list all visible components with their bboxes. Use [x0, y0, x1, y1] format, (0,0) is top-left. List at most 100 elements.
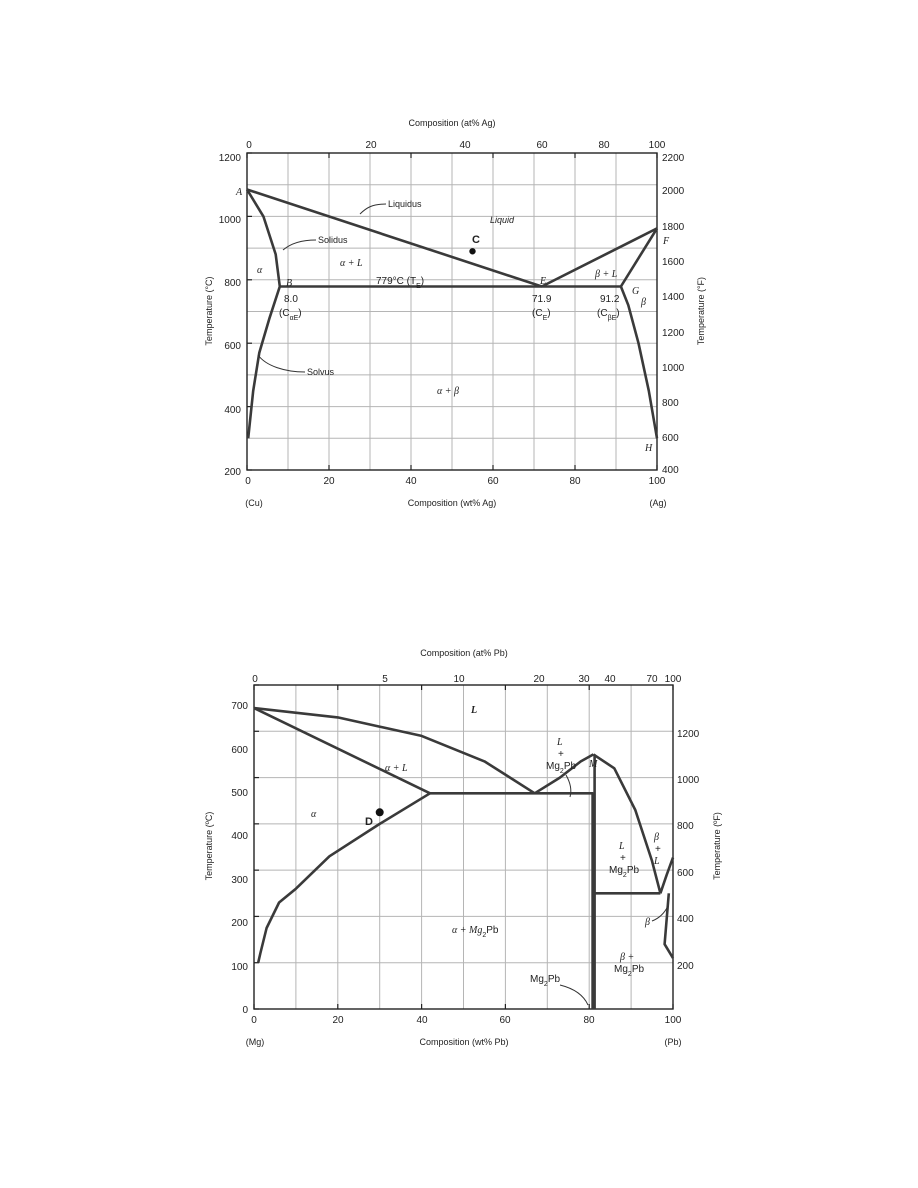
chart1-solvus-label: Solvus: [307, 367, 335, 377]
chart1-left-axis-label: Temperature (°C): [204, 276, 214, 345]
chart1-top-tick-label: 20: [365, 140, 377, 151]
chart2-top-tick-label: 40: [604, 674, 616, 685]
chart1-point-label: B: [286, 278, 292, 289]
chart2-region-label: +: [655, 844, 661, 855]
chart1-left-tick-label: 400: [224, 405, 241, 416]
phase-boundary-line: [541, 227, 658, 288]
chart2-bottom-tick-label: 60: [499, 1015, 511, 1026]
chart1-bottom-tick-label: 0: [245, 476, 251, 487]
chart1-right-tick-label: 2000: [662, 186, 685, 197]
chart1-bottom-tick-label: 60: [487, 476, 499, 487]
chart2-axis-ticks: [253, 684, 674, 1010]
chart2-right-tick-label: 1200: [677, 729, 700, 740]
chart1-region-label: α: [257, 265, 263, 276]
chart2-region-label: +: [558, 749, 564, 760]
chart1-axis-ticks: [246, 152, 658, 471]
chart2-region-label: +: [620, 853, 626, 864]
chart1-solidus-label: Solidus: [318, 235, 348, 245]
phase-boundary-line: [253, 706, 431, 795]
chart1-comp-beta-e-symbol: (CβE): [597, 308, 620, 322]
chart2-left-tick-label: 600: [231, 745, 248, 756]
chart1-bottom-tick-label: 100: [649, 476, 666, 487]
chart2-compound-label: Mg2Pb: [530, 974, 560, 988]
chart1-point-label: F: [662, 236, 670, 247]
chart2-phase-boundaries: [253, 706, 675, 1009]
phase-boundary-line: [246, 286, 282, 439]
phase-boundary-line: [659, 857, 675, 894]
chart2-left-tick-label: 0: [242, 1005, 248, 1016]
chart1-top-tick-label: 60: [536, 140, 548, 151]
chart1-bottom-left-end-label: (Cu): [245, 498, 263, 508]
chart2-plot-frame: [253, 684, 674, 1010]
chart2-bottom-left-end-label: (Mg): [246, 1037, 265, 1047]
phase-boundary-line: [534, 753, 595, 795]
chart1-comp-alpha-e: 8.0: [284, 294, 298, 305]
chart2-left-tick-label: 400: [231, 831, 248, 842]
chart1-solvus-leader: [257, 354, 306, 373]
chart1-right-tick-label: 400: [662, 465, 679, 476]
chart2-left-tick-label: 300: [231, 875, 248, 886]
chart1-comp-e-symbol: (CE): [532, 308, 551, 322]
chart1-plot-frame: [246, 152, 658, 471]
chart2-compound-label: Mg2Pb: [609, 865, 639, 879]
phase-boundary-line: [256, 792, 431, 963]
chart2-region-label: α + Mg2Pb: [452, 925, 499, 939]
chart1-liquidus-label: Liquidus: [388, 199, 422, 209]
chart2-bottom-tick-label: 20: [332, 1015, 344, 1026]
chart1-right-tick-label: 1400: [662, 292, 685, 303]
chart1-left-tick-label: 1000: [219, 215, 242, 226]
chart1-point-label: A: [235, 187, 243, 198]
chart2-right-tick-label: 800: [677, 821, 694, 832]
chart2-top-axis-label: Composition (at% Pb): [420, 648, 508, 658]
chart1-top-tick-label: 40: [459, 140, 471, 151]
chart2-bottom-tick-label: 80: [583, 1015, 595, 1026]
chart2-gridlines: [254, 685, 673, 1009]
chart1-top-axis-label: Composition (at% Ag): [408, 118, 495, 128]
chart1-right-tick-label: 1000: [662, 363, 685, 374]
chart1-point-c-label: C: [472, 234, 480, 246]
chart1-point-label: G: [632, 286, 639, 297]
chart2-region-label: L: [618, 841, 625, 852]
chart2-compound-label: Mg2Pb: [614, 964, 644, 978]
chart2-top-tick-label: 100: [665, 674, 682, 685]
chart1-region-label: α + β: [437, 386, 459, 397]
chart2-top-tick-label: 0: [252, 674, 258, 685]
chart2-right-tick-label: 400: [677, 914, 694, 925]
chart2-top-tick-label: 30: [578, 674, 590, 685]
chart1-gridlines: [247, 153, 657, 470]
phase-boundary-line: [663, 893, 675, 959]
chart1-top-tick-label: 100: [649, 140, 666, 151]
chart1-right-tick-label: 1200: [662, 328, 685, 339]
chart1-point-label: H: [644, 443, 653, 454]
chart2-left-axis-label: Temperature (ºC): [204, 812, 214, 881]
chart1-liquidus-leader: [359, 203, 387, 215]
chart1-bottom-tick-label: 20: [323, 476, 335, 487]
chart2-region-label-l: L: [470, 705, 477, 716]
chart1-bottom-axis-label: Composition (wt% Ag): [408, 498, 497, 508]
chart2-region-label: α: [311, 809, 317, 820]
chart2-bottom-tick-label: 0: [251, 1015, 257, 1026]
chart1-solidus-leader: [282, 239, 317, 251]
chart1-region-label: β: [640, 297, 646, 308]
chart2-top-tick-label: 70: [646, 674, 658, 685]
chart1-phase-boundaries: [245, 188, 659, 439]
chart2-left-tick-label: 100: [231, 962, 248, 973]
chart2-region-label: β: [653, 832, 659, 843]
chart2-right-tick-label: 1000: [677, 775, 700, 786]
chart2-bottom-axis-label: Composition (wt% Pb): [419, 1037, 508, 1047]
chart2-region-label: L: [556, 737, 563, 748]
chart2-compound-label: Mg2Pb: [546, 761, 576, 775]
chart1-bottom-tick-label: 40: [405, 476, 417, 487]
chart1-left-tick-label: 600: [224, 341, 241, 352]
phase-boundary-line: [246, 188, 543, 288]
chart1-left-tick-label: 1200: [219, 153, 242, 164]
chart1-region-label: α + L: [340, 258, 363, 269]
chart1-left-tick-label: 200: [224, 467, 241, 478]
chart2-top-tick-label: 5: [382, 674, 388, 685]
chart2-beta-leader: [651, 905, 669, 922]
chart1-point-c-marker: [469, 248, 476, 255]
chart2-right-tick-label: 600: [677, 868, 694, 879]
chart2-bottom-tick-label: 100: [665, 1015, 682, 1026]
chart2-region-label: β +: [619, 952, 634, 963]
